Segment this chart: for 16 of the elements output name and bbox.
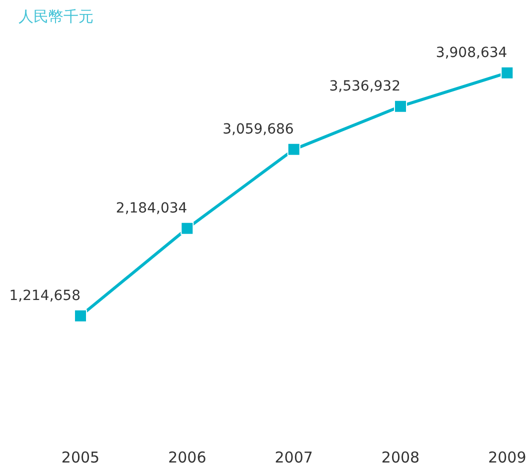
x-tick-label: 2008	[381, 448, 420, 465]
point	[287, 142, 300, 156]
x-tick-label: 2007	[274, 448, 313, 465]
point	[180, 222, 194, 235]
data-label: 2,184,034	[116, 200, 188, 216]
x-tick-label: 2006	[168, 448, 206, 465]
data-label: 3,059,686	[222, 121, 294, 138]
data-label: 3,908,634	[436, 44, 508, 61]
point	[394, 100, 407, 113]
data-label: 3,536,932	[329, 78, 401, 94]
x-tick-label: 2005	[61, 448, 100, 465]
data-label: 1,214,658	[9, 288, 81, 304]
chart-title: 人民幣千元	[18, 8, 94, 26]
x-tick-label: 2009	[488, 448, 526, 465]
point	[500, 66, 514, 80]
point	[74, 309, 87, 322]
